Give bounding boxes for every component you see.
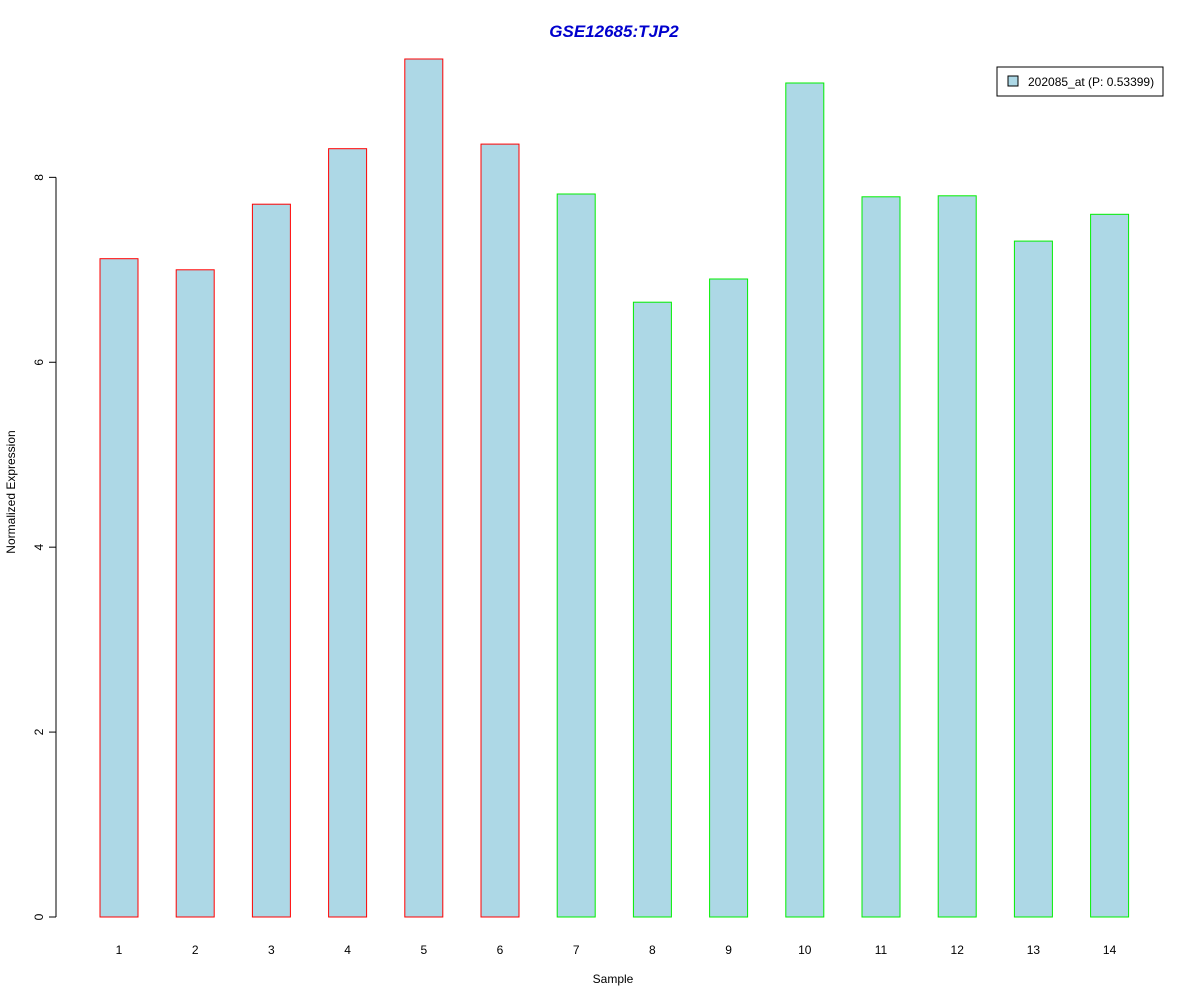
legend: 202085_at (P: 0.53399)	[996, 66, 1164, 97]
bar-sample-6	[480, 143, 520, 918]
x-tick-label: 2	[192, 943, 199, 957]
y-tick-label: 6	[32, 359, 46, 366]
x-tick-label: 1	[116, 943, 123, 957]
x-tick-label: 14	[1103, 943, 1117, 957]
x-tick-label: 3	[268, 943, 275, 957]
bar-sample-12	[937, 195, 977, 918]
x-tick-label: 4	[344, 943, 351, 957]
x-tick-label: 10	[798, 943, 812, 957]
chart-title: GSE12685:TJP2	[549, 22, 679, 41]
bar-sample-8	[632, 301, 672, 918]
x-tick-label: 5	[420, 943, 427, 957]
bar-sample-11	[861, 196, 901, 918]
y-axis: 0 2 4 6 8	[32, 174, 57, 920]
x-axis-title: Sample	[593, 972, 634, 986]
bar-sample-14	[1090, 213, 1130, 918]
bar-sample-13	[1013, 240, 1053, 918]
bar-sample-5	[404, 58, 444, 918]
y-tick-label: 0	[32, 913, 46, 920]
bar-sample-4	[328, 148, 368, 918]
x-tick-label: 9	[725, 943, 732, 957]
bar-sample-2	[175, 269, 215, 918]
bar-sample-7	[556, 193, 596, 918]
bars	[99, 58, 1130, 918]
x-tick-label: 11	[875, 943, 888, 957]
x-tick-label: 8	[649, 943, 656, 957]
legend-label: 202085_at (P: 0.53399)	[1028, 75, 1154, 89]
x-tick-label: 7	[573, 943, 580, 957]
legend-box	[996, 66, 1164, 97]
x-tick-labels: 1 2 3 4 5 6 7 8 9 10 11 12 13 14	[116, 943, 1117, 957]
bar-sample-10	[785, 82, 825, 918]
y-tick-label: 2	[32, 728, 46, 735]
x-tick-label: 12	[951, 943, 965, 957]
y-axis-title: Normalized Expression	[4, 430, 18, 553]
x-tick-label: 13	[1027, 943, 1041, 957]
bar-sample-1	[99, 258, 139, 918]
y-tick-label: 4	[32, 544, 46, 551]
bar-sample-3	[251, 203, 291, 918]
x-tick-label: 6	[497, 943, 504, 957]
legend-swatch	[1007, 75, 1019, 87]
bar-sample-9	[709, 278, 749, 918]
y-tick-label: 8	[32, 174, 46, 181]
